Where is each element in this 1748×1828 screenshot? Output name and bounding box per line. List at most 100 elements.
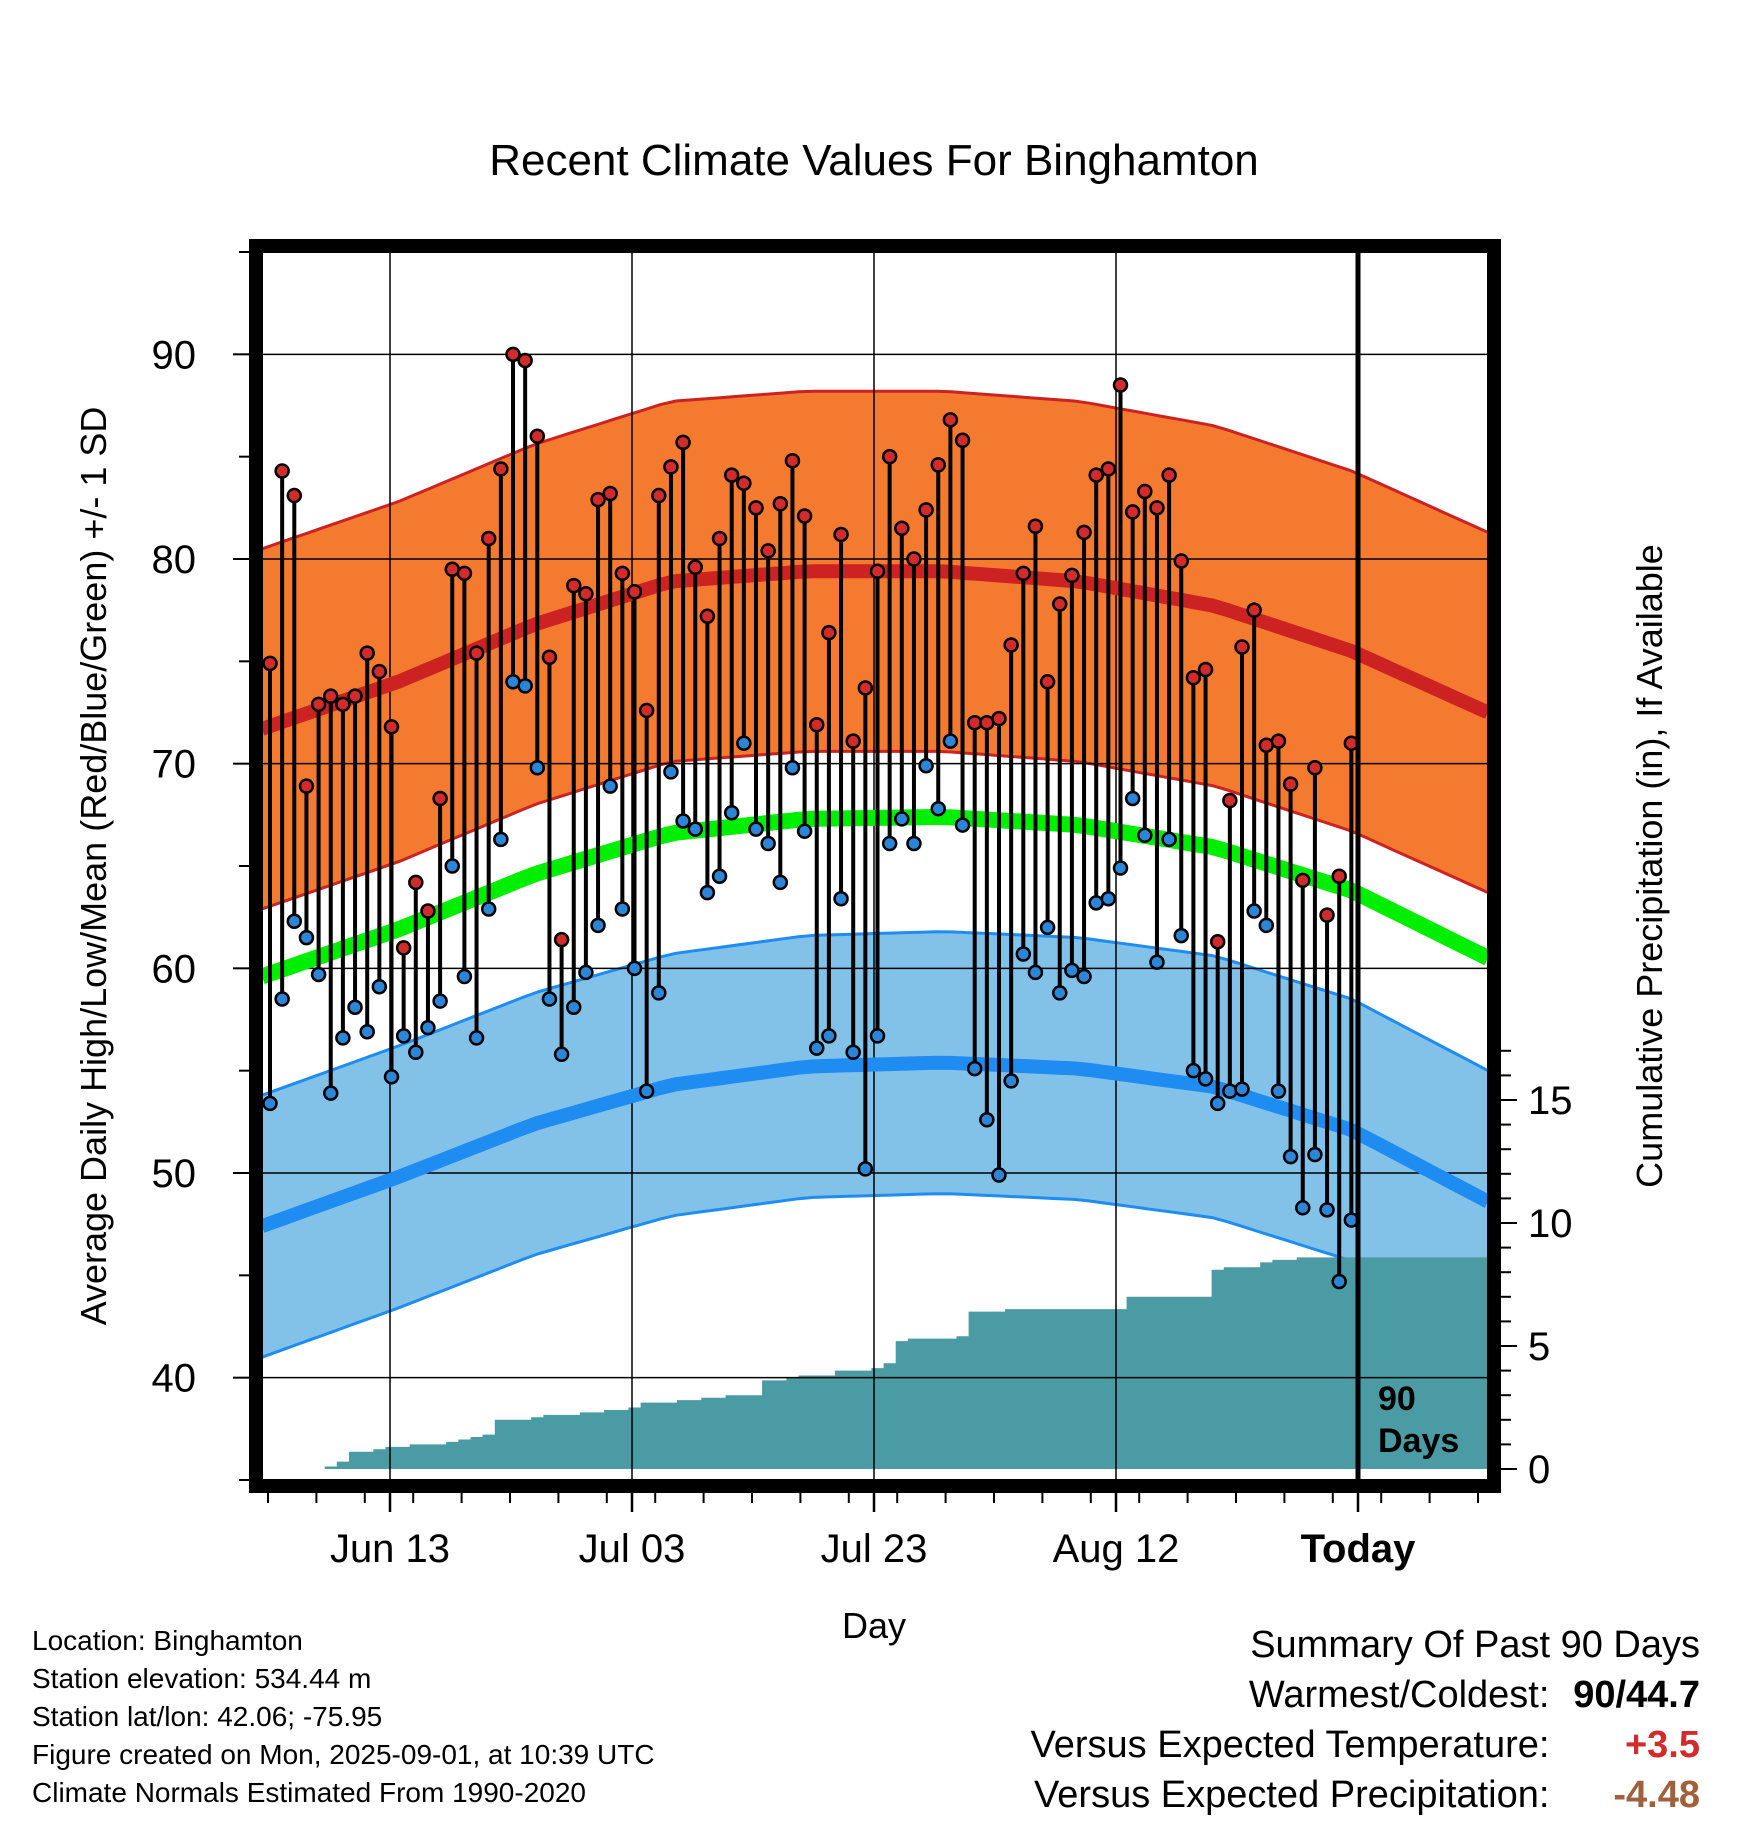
daily-low-point: [1234, 1081, 1250, 1097]
daily-low-point: [1149, 954, 1165, 970]
daily-low-point: [942, 733, 959, 749]
daily-low-point: [359, 1024, 375, 1040]
daily-low-point: [918, 757, 934, 774]
daily-low-point: [711, 868, 728, 884]
daily-high-point: [335, 696, 351, 713]
daily-low-point: [456, 968, 473, 985]
daily-high-point: [918, 502, 934, 518]
y-tick-label: 50: [152, 1152, 197, 1196]
y2-tick-label: 15: [1528, 1079, 1573, 1123]
daily-low-point: [723, 805, 740, 821]
daily-low-point: [1209, 1095, 1226, 1112]
daily-low-point: [335, 1030, 351, 1046]
daily-low-point: [991, 1167, 1007, 1183]
normal-low-band-upper-edge: [262, 930, 1488, 1097]
y2-tick-label: 10: [1528, 1202, 1573, 1246]
daily-low-point: [979, 1112, 995, 1128]
daily-high-point: [359, 645, 375, 661]
x-tick-label: Jul 23: [821, 1527, 928, 1571]
latlon-line: Station lat/lon: 42.06; -75.95: [32, 1701, 383, 1732]
x-tick-label: Today: [1301, 1527, 1417, 1571]
daily-low-point: [444, 858, 460, 874]
temp-label: Versus Expected Temperature:: [1030, 1724, 1550, 1766]
daily-high-point: [262, 655, 278, 672]
daily-low-point: [845, 1044, 861, 1060]
daily-low-point: [699, 884, 716, 901]
daily-low-point: [1124, 790, 1141, 807]
daily-high-point: [468, 645, 485, 661]
daily-low-point: [1258, 917, 1275, 934]
daily-low-point: [869, 1028, 886, 1044]
daily-low-point: [1270, 1083, 1287, 1099]
y2-axis-label: Cumulative Precipitation (in), If Availa…: [1629, 544, 1670, 1188]
daily-low-point: [1064, 962, 1080, 979]
daily-low-point: [1307, 1146, 1323, 1163]
daily-high-point: [857, 680, 874, 696]
summary-warmest-row: Warmest/Coldest: 90/44.7: [1031, 1670, 1700, 1720]
daily-high-point: [590, 491, 606, 508]
daily-low-point: [930, 800, 946, 817]
daily-low-point: [809, 1040, 825, 1056]
daily-high-point: [1112, 377, 1129, 393]
daily-low-point: [1100, 890, 1117, 907]
x-tick-label: Aug 12: [1053, 1527, 1180, 1571]
daily-high-point: [809, 717, 825, 733]
daily-low-point: [1282, 1148, 1299, 1165]
daily-high-point: [1039, 674, 1056, 690]
daily-low-point: [553, 1046, 570, 1063]
summary-title: Summary Of Past 90 Days: [1250, 1624, 1700, 1666]
daily-low-point: [420, 1019, 436, 1036]
daily-low-point: [578, 964, 594, 981]
daily-high-point: [310, 696, 327, 713]
daily-low-point: [493, 831, 509, 848]
y-tick-label: 70: [152, 743, 197, 787]
daily-low-point: [298, 929, 315, 946]
daily-high-point: [383, 719, 400, 735]
daily-low-point: [1039, 919, 1056, 936]
y-axis-ticks: 40 50 60 70 80 90: [152, 251, 249, 1481]
warmest-label: Warmest/Coldest:: [1248, 1674, 1550, 1716]
y-tick-label: 90: [152, 333, 197, 377]
daily-low-point: [772, 874, 789, 891]
plot-frame: [249, 239, 1501, 1493]
daily-high-point: [663, 459, 679, 475]
daily-high-point: [796, 508, 813, 524]
daily-high-point: [1088, 467, 1104, 483]
normal-low-line: [262, 1055, 1488, 1233]
station-info: Location: Binghamton Station elevation: …: [32, 1622, 655, 1812]
daily-low-point: [323, 1085, 339, 1101]
daily-high-point: [736, 475, 752, 492]
daily-high-point: [1282, 776, 1299, 792]
daily-low-point: [687, 821, 703, 837]
created-line: Figure created on Mon, 2025-09-01, at 10…: [32, 1739, 655, 1770]
y-tick-label: 60: [152, 947, 197, 991]
daily-high-point: [286, 487, 303, 504]
daily-low-point: [760, 835, 776, 852]
daily-low-point: [480, 901, 497, 917]
daily-high-point: [1197, 661, 1214, 678]
daily-high-point: [456, 565, 473, 582]
daily-high-point: [1270, 733, 1287, 749]
daily-low-point: [833, 890, 849, 907]
daily-high-point: [529, 428, 546, 444]
daily-low-point: [517, 678, 533, 694]
daily-high-point: [1295, 872, 1311, 889]
daily-high-point: [784, 453, 801, 469]
daily-high-point: [894, 520, 910, 537]
daily-high-point: [1173, 553, 1189, 569]
daily-high-point: [371, 663, 388, 680]
daily-low-point: [1295, 1200, 1311, 1216]
daily-low-point: [651, 985, 667, 1001]
daily-high-point: [578, 586, 594, 602]
daily-low-point: [529, 760, 546, 776]
today-marker-label-days-word: Days: [1378, 1422, 1459, 1460]
daily-high-point: [602, 485, 618, 502]
daily-high-point: [1161, 467, 1177, 483]
daily-high-point: [1124, 504, 1141, 520]
coldest-low-value: 44.7: [1626, 1674, 1700, 1716]
daily-high-point: [1003, 637, 1019, 653]
daily-high-point: [541, 649, 558, 665]
daily-high-point: [1149, 500, 1165, 516]
daily-low-point: [748, 821, 764, 837]
daily-high-point: [432, 790, 448, 807]
